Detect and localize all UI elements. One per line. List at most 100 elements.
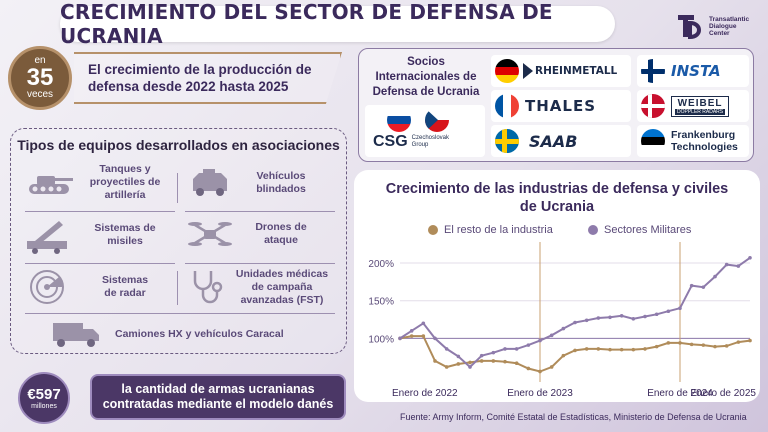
data-point bbox=[456, 362, 461, 366]
data-point bbox=[491, 350, 496, 355]
equip-tanks: Tanques y proyectiles de artillería bbox=[23, 163, 183, 202]
source-note: Fuente: Army Inform, Comité Estatal de E… bbox=[400, 412, 747, 422]
equip-drones: Drones de ataque bbox=[187, 217, 337, 251]
truck-icon bbox=[53, 323, 99, 347]
x-tick-label: Enero de 2023 bbox=[507, 388, 573, 399]
partners-label-line: Internacionales de bbox=[375, 71, 477, 83]
legend-dot-military bbox=[588, 225, 598, 235]
data-point bbox=[654, 344, 659, 349]
drone-icon bbox=[188, 222, 232, 246]
equip-label: Tanques y bbox=[99, 163, 151, 175]
partners-label-line: Socios bbox=[407, 56, 445, 68]
france-flag-icon bbox=[495, 94, 519, 118]
slovakia-flag-icon bbox=[387, 108, 411, 132]
data-point bbox=[748, 338, 752, 343]
data-point bbox=[736, 340, 741, 344]
data-point bbox=[689, 283, 694, 288]
armored-vehicle-icon bbox=[193, 169, 227, 196]
divider bbox=[185, 211, 335, 212]
y-tick-label: 150% bbox=[368, 297, 394, 308]
contract-text-box: la cantidad de armas ucranianas contrata… bbox=[90, 374, 346, 420]
page-title: CRECIMIENTO DEL SECTOR DE DEFENSA DE UCR… bbox=[60, 0, 553, 48]
saab-text: SAAB bbox=[529, 131, 578, 151]
growth-text: El crecimiento de la producción de defen… bbox=[88, 61, 312, 95]
data-point bbox=[573, 320, 577, 325]
contract-badge: €597 millones bbox=[18, 372, 70, 424]
divider bbox=[25, 211, 175, 212]
data-point bbox=[619, 313, 624, 318]
contract-unit: millones bbox=[31, 402, 57, 410]
data-point bbox=[689, 342, 694, 347]
weibel-text: WEIBEL bbox=[677, 97, 723, 109]
partner-csg: CSG Czechoslovak Group bbox=[365, 105, 485, 157]
thales-text: THALES bbox=[525, 97, 597, 115]
growth-number: 35 bbox=[26, 64, 54, 91]
partner-insta: INSTA bbox=[637, 55, 749, 87]
equip-label: Sistemas de bbox=[94, 222, 156, 234]
data-point bbox=[398, 336, 402, 341]
equip-armored: Vehículos blindados bbox=[187, 167, 337, 199]
csg-sub-text: Czechoslovak bbox=[411, 135, 450, 141]
x-tick-label: Enero de 2025 bbox=[690, 388, 756, 399]
data-point bbox=[584, 318, 589, 323]
equip-label: avanzadas (FST) bbox=[240, 293, 324, 306]
data-point bbox=[549, 365, 554, 369]
stethoscope-icon bbox=[193, 271, 223, 304]
data-point bbox=[619, 347, 624, 352]
contract-text-line: la cantidad de armas ucranianas bbox=[121, 382, 315, 396]
equip-label: artillería bbox=[104, 189, 146, 201]
growth-text-line: defensa desde 2022 hasta 2025 bbox=[88, 79, 289, 94]
chart-panel: Crecimiento de las industrias de defensa… bbox=[354, 170, 760, 402]
x-tick-label: Enero de 2022 bbox=[392, 388, 458, 399]
data-point bbox=[701, 343, 706, 347]
divider bbox=[177, 173, 178, 203]
partners-panel: Socios Internacionales de Defensa de Ucr… bbox=[358, 48, 754, 162]
growth-prefix: en bbox=[34, 55, 46, 66]
y-tick-label: 100% bbox=[368, 334, 394, 345]
data-point bbox=[584, 347, 589, 351]
data-point bbox=[608, 347, 612, 352]
legend-item-military: Sectores Militares bbox=[588, 224, 691, 236]
equip-label: Unidades médicas bbox=[235, 267, 329, 280]
data-point bbox=[643, 314, 647, 319]
data-point bbox=[713, 274, 717, 279]
data-point bbox=[526, 343, 531, 347]
partner-thales: THALES bbox=[491, 90, 631, 122]
sweden-flag-icon bbox=[495, 129, 519, 153]
data-point bbox=[701, 285, 706, 289]
data-point bbox=[433, 336, 437, 341]
data-point bbox=[538, 369, 542, 374]
legend-label: El resto de la industria bbox=[444, 224, 553, 236]
legend-item-industry: El resto de la industria bbox=[428, 224, 553, 236]
equip-missiles: Sistemas de misiles bbox=[23, 215, 183, 255]
data-point bbox=[491, 359, 496, 363]
insta-text: INSTA bbox=[671, 62, 721, 80]
logo-text: Transatlantic Dialogue Center bbox=[709, 16, 749, 37]
data-point bbox=[538, 338, 542, 343]
equip-label: Vehículos bbox=[256, 170, 306, 182]
data-point bbox=[514, 347, 519, 351]
equip-label: de campaña bbox=[251, 280, 313, 293]
growth-text-line: El crecimiento de la producción de bbox=[88, 62, 312, 77]
missile-launcher-icon bbox=[27, 221, 67, 254]
equip-label: Drones de bbox=[255, 221, 307, 233]
data-point bbox=[678, 341, 682, 345]
csg-logo-text: CSG bbox=[373, 133, 408, 150]
czech-flag-icon bbox=[425, 108, 449, 132]
equip-label: de radar bbox=[104, 287, 146, 299]
partner-rheinmetall: RHEINMETALL bbox=[491, 55, 631, 87]
logo-line: Center bbox=[709, 29, 730, 37]
data-point bbox=[631, 347, 636, 352]
data-point bbox=[503, 347, 507, 351]
partners-label: Socios Internacionales de Defensa de Ucr… bbox=[367, 55, 485, 100]
partner-saab: SAAB bbox=[491, 125, 631, 157]
frankenburg-text: Frankenburg bbox=[671, 129, 736, 141]
data-point bbox=[666, 341, 671, 345]
data-point bbox=[561, 353, 566, 358]
tdc-logo-icon bbox=[678, 15, 701, 40]
data-point bbox=[573, 348, 577, 353]
data-point bbox=[444, 365, 449, 369]
data-point bbox=[549, 333, 554, 338]
contract-amount: €597 bbox=[27, 385, 61, 403]
data-point bbox=[724, 344, 729, 348]
